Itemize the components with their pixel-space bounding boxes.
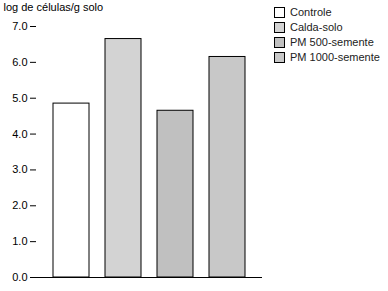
html-text:Controle: Controle [290, 6, 332, 18]
html-text:PM 500-semente: PM 500-semente [290, 36, 374, 48]
html-text:Calda-solo: Calda-solo [290, 21, 343, 33]
svg-text:0.0: 0.0 [12, 271, 27, 283]
svg-text:5.0: 5.0 [12, 92, 27, 104]
svg-text:3.0: 3.0 [12, 163, 27, 175]
svg-text:2.0: 2.0 [12, 199, 27, 211]
svg-text:6.0: 6.0 [12, 56, 27, 68]
svg-text:4.0: 4.0 [12, 128, 27, 140]
svg-text:7.0: 7.0 [12, 20, 27, 32]
svg-text:log de células/g solo: log de células/g solo [4, 1, 104, 13]
svg-text:1.0: 1.0 [12, 235, 27, 247]
html-text:PM 1000-semente: PM 1000-semente [290, 51, 380, 63]
